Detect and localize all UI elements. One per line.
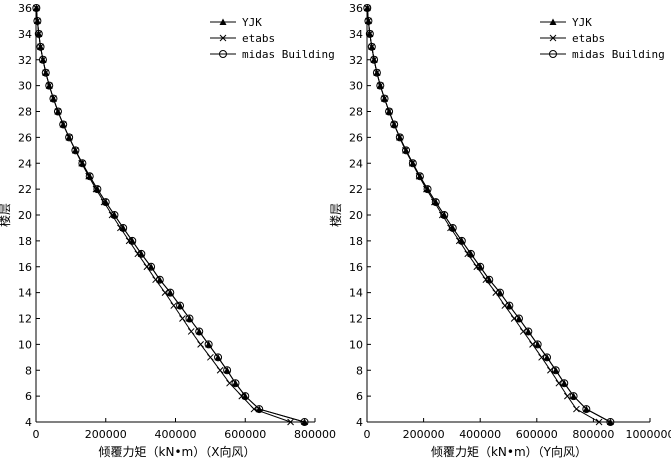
y-tick-label: 18 xyxy=(349,235,363,248)
y-tick-label: 36 xyxy=(18,2,32,15)
y-tick-label: 20 xyxy=(18,209,32,222)
y-tick-label: 24 xyxy=(349,157,363,170)
y-tick-label: 14 xyxy=(349,287,363,300)
x-axis-label: 倾覆力矩（kN•m）（X向风） xyxy=(99,444,256,459)
x-tick-label: 600000 xyxy=(516,428,558,441)
data-point xyxy=(171,303,177,309)
y-tick-label: 6 xyxy=(356,390,363,403)
y-tick-label: 30 xyxy=(349,80,363,93)
data-point xyxy=(198,341,204,347)
x-tick-label: 0 xyxy=(364,428,371,441)
y-tick-label: 4 xyxy=(356,416,363,429)
x-tick-label: 200000 xyxy=(403,428,445,441)
chart-panel-x-wind: 4 6 8 10 12 14 16 18 20 22 24 26 28 30 32 34 36 0 200000 40… xyxy=(0,2,336,459)
y-tick-label: 28 xyxy=(18,106,32,119)
series-circle xyxy=(33,5,308,426)
series-x xyxy=(364,5,602,425)
data-point xyxy=(207,354,213,360)
series-line xyxy=(367,8,599,422)
data-point xyxy=(179,316,185,322)
legend-label: YJK xyxy=(572,16,592,29)
y-tick-label: 32 xyxy=(18,54,32,67)
data-point xyxy=(573,406,579,412)
y-tick-label: 32 xyxy=(349,54,363,67)
x-tick-label: 800000 xyxy=(294,428,336,441)
series-line xyxy=(36,8,290,422)
x-tick-label: 400000 xyxy=(155,428,197,441)
series-triangle xyxy=(364,5,614,426)
y-tick-label: 30 xyxy=(18,80,32,93)
y-tick-label: 12 xyxy=(18,313,32,326)
y-tick-label: 10 xyxy=(349,338,363,351)
y-tick-label: 24 xyxy=(18,157,32,170)
y-tick-label: 36 xyxy=(349,2,363,15)
x-tick-label: 600000 xyxy=(224,428,266,441)
y-tick-label: 8 xyxy=(25,364,32,377)
y-tick-label: 22 xyxy=(349,183,363,196)
x-tick-label: 200000 xyxy=(85,428,127,441)
series-line xyxy=(367,8,610,422)
y-tick-label: 6 xyxy=(25,390,32,403)
y-tick-label: 22 xyxy=(18,183,32,196)
legend-label: etabs xyxy=(242,32,275,45)
legend-label: YJK xyxy=(242,16,262,29)
y-tick-label: 28 xyxy=(349,106,363,119)
legend-label: etabs xyxy=(572,32,605,45)
y-tick-label: 4 xyxy=(25,416,32,429)
legend-label: midas Building xyxy=(572,48,665,61)
y-tick-label: 26 xyxy=(349,131,363,144)
y-tick-label: 16 xyxy=(18,261,32,274)
data-point xyxy=(564,393,570,399)
y-tick-label: 16 xyxy=(349,261,363,274)
series-line xyxy=(36,8,304,422)
legend: YJK etabs midas Building xyxy=(210,16,335,61)
legend: YJK etabs midas Building xyxy=(540,16,665,61)
x-tick-label: 1000000 xyxy=(626,428,671,441)
series-x xyxy=(33,5,293,425)
y-tick-label: 34 xyxy=(18,28,32,41)
y-tick-label: 18 xyxy=(18,235,32,248)
y-axis-label: 楼层 xyxy=(0,203,12,227)
y-tick-label: 12 xyxy=(349,313,363,326)
x-axis-label: 倾覆力矩（kN•m）（Y向风） xyxy=(431,444,587,459)
x-tick-label: 400000 xyxy=(459,428,501,441)
x-tick-label: 0 xyxy=(33,428,40,441)
y-tick-label: 20 xyxy=(349,209,363,222)
x-tick-label: 800000 xyxy=(572,428,614,441)
data-point xyxy=(188,328,194,334)
y-axis-label: 楼层 xyxy=(328,203,343,227)
series-line xyxy=(367,8,610,422)
y-tick-label: 34 xyxy=(349,28,363,41)
data-point xyxy=(153,277,159,283)
series-line xyxy=(36,8,304,422)
legend-label: midas Building xyxy=(242,48,335,61)
y-tick-label: 8 xyxy=(356,364,363,377)
series-triangle xyxy=(33,5,308,426)
data-point xyxy=(217,367,223,373)
series-circle xyxy=(364,5,614,426)
y-tick-label: 10 xyxy=(18,338,32,351)
y-tick-label: 26 xyxy=(18,131,32,144)
y-tick-label: 14 xyxy=(18,287,32,300)
chart-panel-y-wind: 4 6 8 10 12 14 16 18 20 22 24 26 28 30 32 34 36 0 200000 40… xyxy=(328,2,671,459)
